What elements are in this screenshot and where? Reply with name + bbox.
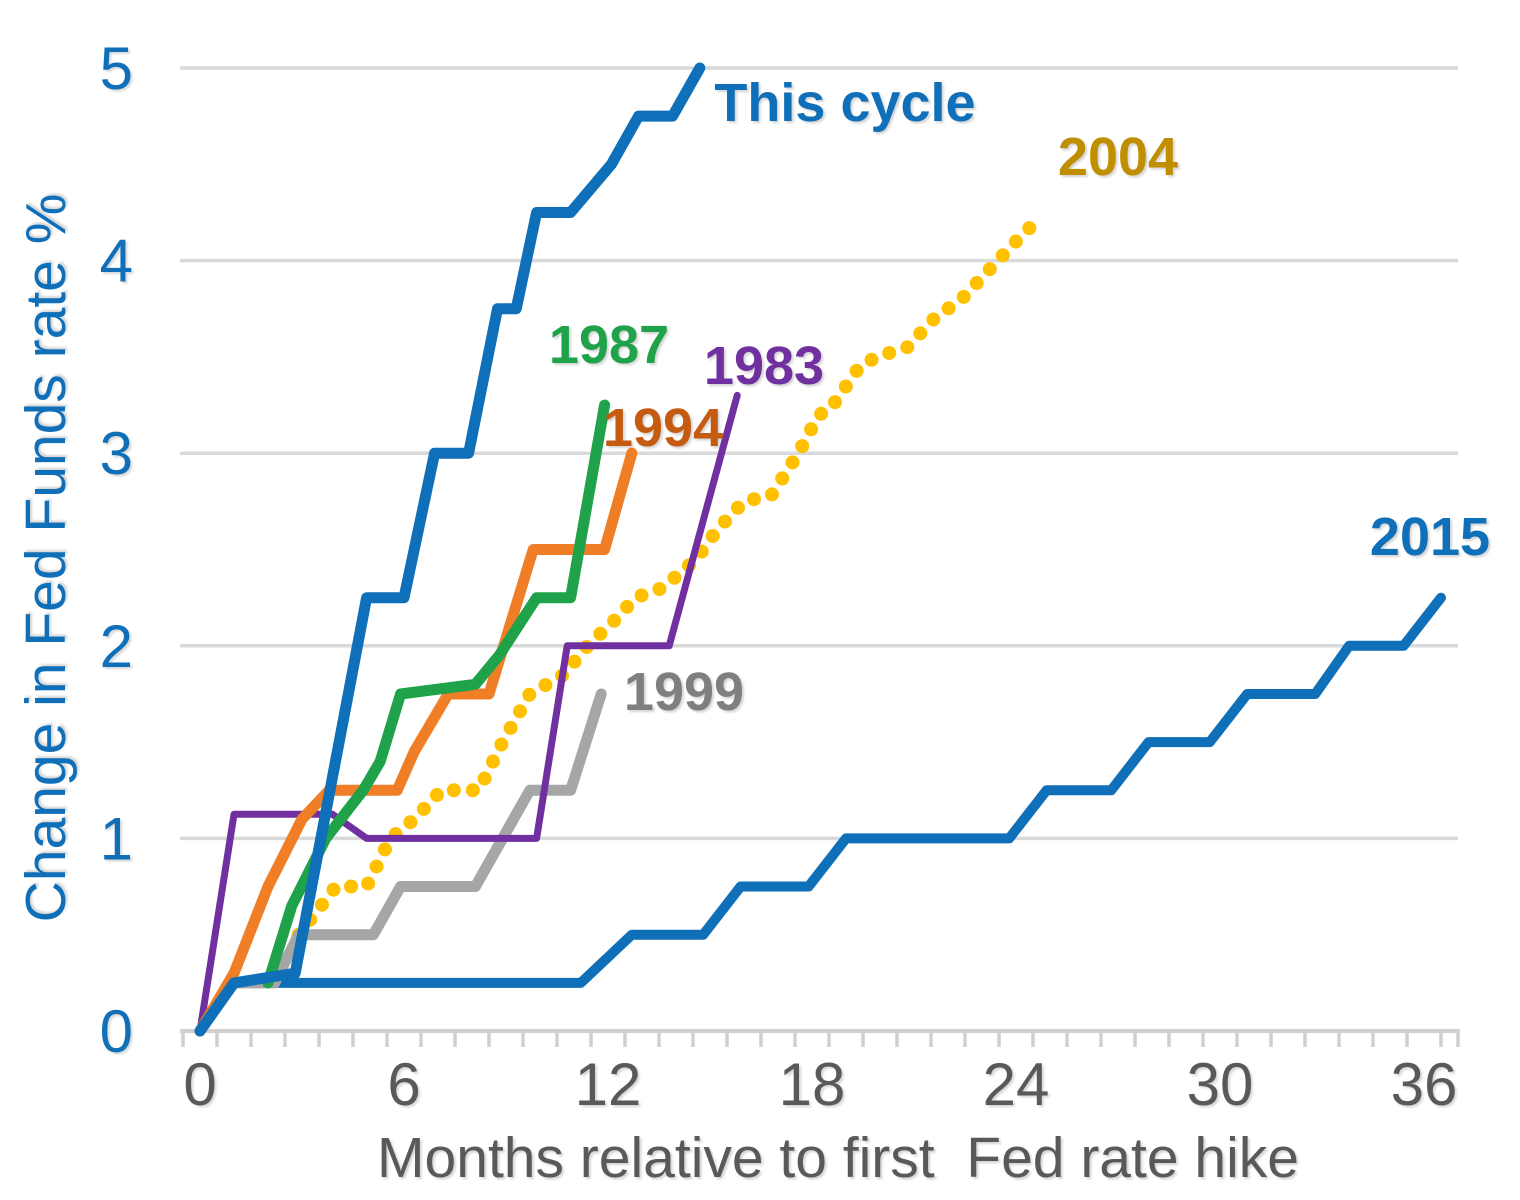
series-dot-2004 [326,882,341,897]
series-dot-2004 [705,529,720,544]
series-dot-2004 [956,289,971,304]
series-label-1994: 1994 [602,398,724,458]
series-dot-2004 [730,500,745,515]
series-dot-2004 [344,879,359,894]
y-tick-label-0: 0 [100,998,133,1065]
series-dot-2004 [804,422,819,437]
series-dot-2004 [864,352,879,367]
series-dot-2004 [746,492,761,507]
series-dot-2004 [522,687,537,702]
series-dot-2004 [969,276,984,291]
series-label-2004: 2004 [1057,127,1179,187]
series-dot-2004 [652,582,667,597]
series-dot-2004 [361,876,376,891]
series-dot-2004 [982,262,997,277]
series-dot-2004 [593,626,608,641]
series-dot-2004 [941,301,956,316]
series-dot-2004 [512,704,527,719]
series-dot-2004 [465,783,480,798]
series-dot-2004 [795,439,810,454]
series-dot-2004 [1008,234,1023,249]
series-line-1994 [194,447,638,1037]
series-label-this-cycle: This cycle [714,73,976,133]
series-dot-2004 [620,599,635,614]
series-dot-2004 [446,783,461,798]
x-tick-label-24: 24 [983,1051,1050,1118]
series-dot-2004 [828,395,843,410]
y-axis-title: Change in Fed Funds rate % [14,193,78,923]
series-dot-2004 [377,842,392,857]
series-dot-2004 [403,815,418,830]
series-dot-2004 [369,859,384,874]
y-tick-label-2: 2 [100,613,133,680]
series-dot-2004 [607,613,622,628]
x-tick-label-36: 36 [1391,1051,1458,1118]
x-tick-label-12: 12 [575,1051,642,1118]
series-dot-2004 [503,720,518,735]
series-dot-2004 [1022,221,1037,236]
series-label-1983: 1983 [703,336,825,396]
series-dot-2004 [838,379,853,394]
series-dot-2004 [538,678,553,693]
series-line-this-cycle [194,62,706,1037]
series-line-2015 [195,592,1446,1036]
x-tick-label-0: 0 [183,1051,216,1118]
series-dot-2004 [667,570,682,585]
series-dot-2004 [764,487,779,502]
series-dot-2004 [416,801,431,816]
y-tick-label-3: 3 [100,420,133,487]
series-label-1987: 1987 [548,315,670,375]
series-label-2015: 2015 [1369,507,1491,567]
series-dot-2004 [882,345,897,360]
x-axis-title: Months relative to first Fed rate hike [377,1126,1299,1190]
y-tick-label-1: 1 [100,805,133,872]
series-dot-2004 [567,654,582,669]
series-dot-2004 [926,312,941,327]
series-dot-2004 [785,455,800,470]
series-dot-2004 [913,326,928,341]
series-label-1999: 1999 [623,662,745,722]
y-tick-label-5: 5 [100,35,133,102]
series-dot-2004 [849,363,864,378]
y-tick-label-4: 4 [100,228,133,295]
series-dot-2004 [314,897,329,912]
series-line-1987 [262,399,611,989]
series-dot-2004 [995,248,1010,263]
series-dot-2004 [717,514,732,529]
x-tick-label-6: 6 [387,1051,420,1118]
x-tick-label-18: 18 [779,1051,846,1118]
series-dot-2004 [494,737,509,752]
series-dot-2004 [814,406,829,421]
series-dot-2004 [775,471,790,486]
x-tick-label-30: 30 [1187,1051,1254,1118]
series-dot-2004 [900,340,915,355]
series-dot-2004 [477,771,492,786]
series-dot-2004 [429,788,444,803]
series-dot-2004 [485,754,500,769]
series-dot-2004 [634,588,649,603]
series-line-1983 [196,391,741,1035]
